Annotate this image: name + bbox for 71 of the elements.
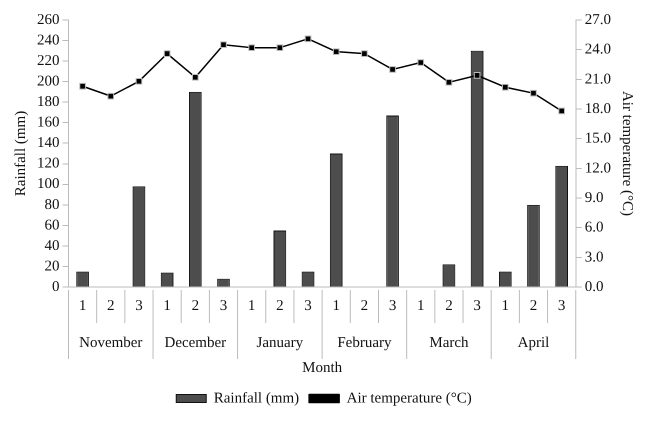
y2-tick-label: 15.0 bbox=[584, 130, 611, 147]
y-tick-label: 40 bbox=[44, 238, 60, 254]
text: January bbox=[256, 334, 304, 351]
y-axis-title: Rainfall (mm) bbox=[12, 110, 29, 196]
point bbox=[136, 78, 142, 85]
point bbox=[474, 72, 480, 79]
point bbox=[389, 66, 396, 73]
point bbox=[530, 90, 537, 97]
x-tick-label: 1 bbox=[502, 298, 510, 314]
point bbox=[446, 78, 452, 86]
x-tick-label: 2 bbox=[107, 298, 115, 314]
point bbox=[417, 59, 424, 66]
x-tick-label: 1 bbox=[248, 298, 256, 314]
y-tick-label: 120 bbox=[37, 156, 60, 172]
point bbox=[79, 82, 86, 90]
point bbox=[248, 44, 255, 52]
text: February bbox=[337, 334, 392, 351]
x-tick-label: 3 bbox=[473, 298, 481, 314]
y-tick-label: 100 bbox=[37, 176, 60, 192]
x-tick-label: 3 bbox=[135, 298, 143, 314]
x-axis-title: Month bbox=[302, 360, 343, 376]
y2-tick-label: 24.0 bbox=[584, 42, 611, 58]
y2-tick-label: 6.0 bbox=[584, 220, 604, 236]
x-tick-label: 2 bbox=[530, 298, 538, 314]
x-tick-label: 1 bbox=[163, 298, 171, 314]
x-tick-label: 2 bbox=[276, 298, 284, 314]
x-tick-label: 1 bbox=[417, 298, 425, 314]
y-tick-label: 260 bbox=[37, 12, 60, 28]
x-tick-label: 3 bbox=[558, 298, 566, 314]
text: March bbox=[429, 334, 470, 351]
x-tick-label: 3 bbox=[304, 298, 312, 314]
point bbox=[164, 50, 170, 57]
y-tick-label: 220 bbox=[37, 53, 60, 70]
point bbox=[332, 48, 340, 55]
point bbox=[220, 41, 227, 48]
point bbox=[361, 50, 368, 57]
y-tick-label: 160 bbox=[37, 114, 60, 131]
y2-tick-label: 0.0 bbox=[584, 278, 604, 295]
x-tick-label: 2 bbox=[445, 298, 453, 314]
x-tick-label: 1 bbox=[332, 298, 340, 314]
y2-tick-label: 21.0 bbox=[584, 71, 611, 88]
y2-tick-label: 9.0 bbox=[584, 190, 604, 206]
text: November bbox=[79, 334, 142, 351]
point bbox=[304, 35, 312, 42]
y2-tick-label: 27.0 bbox=[584, 12, 611, 28]
y2-tick-label: 3.0 bbox=[584, 249, 604, 266]
y2-axis-title: Air temperature (°C) bbox=[619, 90, 636, 216]
y-tick-label: 0 bbox=[52, 278, 60, 295]
point bbox=[107, 92, 114, 100]
y-tick-label: 80 bbox=[44, 196, 60, 213]
point bbox=[502, 84, 509, 91]
y-tick-label: 60 bbox=[44, 217, 60, 234]
point bbox=[558, 108, 565, 114]
point bbox=[276, 44, 284, 52]
y-tick-label: 20 bbox=[44, 258, 60, 274]
y-tick-label: 200 bbox=[37, 74, 60, 90]
x-tick-label: 1 bbox=[78, 298, 86, 314]
y-tick-label: 240 bbox=[37, 32, 60, 48]
text: April bbox=[518, 334, 550, 351]
legend-label: Rainfall (mm) bbox=[214, 390, 300, 406]
x-tick-label: 3 bbox=[388, 298, 396, 314]
y2-tick-label: 12.0 bbox=[584, 160, 611, 176]
x-tick-label: 2 bbox=[192, 298, 200, 314]
y2-tick-label: 18.0 bbox=[584, 100, 611, 117]
point bbox=[192, 74, 199, 81]
x-tick-label: 2 bbox=[360, 298, 368, 314]
y-tick-label: 180 bbox=[37, 94, 60, 110]
y-tick-label: 140 bbox=[37, 135, 60, 152]
text: December bbox=[164, 334, 226, 351]
x-tick-label: 3 bbox=[220, 298, 228, 314]
legend-label: Air temperature (°C) bbox=[346, 390, 472, 406]
